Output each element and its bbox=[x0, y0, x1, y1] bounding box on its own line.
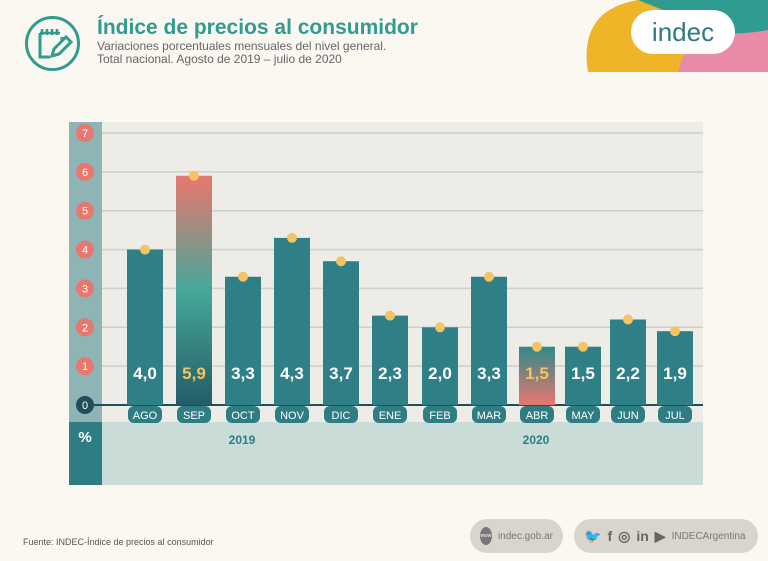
data-point bbox=[336, 256, 346, 267]
y-tick-bubble bbox=[76, 201, 94, 220]
data-label: 2,3 bbox=[378, 364, 402, 383]
y-tick-bubble bbox=[76, 318, 94, 337]
data-point bbox=[670, 326, 680, 337]
subtitle-line-1: Variaciones porcentuales mensuales del n… bbox=[97, 39, 387, 53]
y-tick-label: 4 bbox=[82, 245, 88, 257]
data-point bbox=[578, 341, 588, 352]
x-tick-label: AGO bbox=[133, 410, 158, 422]
data-label: 1,5 bbox=[525, 364, 549, 383]
unit-band bbox=[69, 422, 102, 485]
y-tick-label: 2 bbox=[82, 322, 88, 334]
website-text: indec.gob.ar bbox=[497, 530, 553, 542]
x-tick-tab bbox=[611, 406, 645, 423]
year-label-2019: 2019 bbox=[229, 433, 256, 447]
x-tick-tab bbox=[275, 406, 309, 423]
x-tick-label: NOV bbox=[280, 410, 305, 422]
data-point bbox=[532, 341, 542, 352]
data-point bbox=[287, 232, 297, 243]
year-label-2020: 2020 bbox=[523, 433, 550, 447]
x-tick-label: SEP bbox=[183, 410, 205, 422]
y-tick-bubble bbox=[76, 279, 94, 298]
data-label: 5,9 bbox=[182, 364, 206, 383]
bar-ago bbox=[127, 249, 163, 405]
youtube-icon[interactable]: ▶ bbox=[654, 527, 666, 544]
data-label: 2,0 bbox=[428, 364, 452, 383]
x-tick-label: ENE bbox=[379, 410, 402, 422]
y-tick-label: 7 bbox=[82, 128, 88, 140]
bar-abr bbox=[519, 346, 555, 405]
bar-jun bbox=[610, 319, 646, 405]
x-tick-label: FEB bbox=[429, 410, 450, 422]
x-tick-label: OCT bbox=[231, 410, 255, 422]
data-point bbox=[238, 271, 248, 282]
social-handle: INDECArgentina bbox=[671, 530, 746, 542]
bar-ene bbox=[372, 315, 408, 405]
x-tick-label: ABR bbox=[526, 410, 549, 422]
bar-nov bbox=[274, 237, 310, 405]
y-tick-label: 3 bbox=[82, 283, 88, 295]
x-tick-tab bbox=[177, 406, 211, 423]
subtitle: Variaciones porcentuales mensuales del n… bbox=[97, 40, 386, 66]
indec-logo: indec bbox=[631, 10, 735, 54]
x-tick-tab bbox=[226, 406, 260, 423]
x-tick-label: MAY bbox=[571, 410, 595, 422]
data-label: 4,3 bbox=[280, 364, 304, 383]
data-label: 2,2 bbox=[616, 364, 640, 383]
x-tick-tab bbox=[472, 406, 506, 423]
y-tick-bubble bbox=[76, 357, 94, 376]
y-tick-label: 6 bbox=[82, 167, 88, 179]
y-tick-bubble bbox=[76, 124, 94, 142]
x-tick-tab bbox=[520, 406, 554, 423]
y-tick-bubble bbox=[76, 240, 94, 259]
x-tick-tab bbox=[566, 406, 600, 423]
x-tick-label: DIC bbox=[332, 410, 351, 422]
data-point bbox=[435, 322, 445, 333]
y-tick-bubble bbox=[76, 162, 94, 181]
bar-jul bbox=[657, 331, 693, 405]
y-axis-unit: % bbox=[78, 429, 91, 446]
data-label: 3,3 bbox=[231, 364, 255, 383]
data-label: 1,5 bbox=[571, 364, 595, 383]
y-tick-label: 1 bbox=[82, 361, 88, 373]
x-tick-tab bbox=[423, 406, 457, 423]
notepad-pencil-icon bbox=[25, 16, 80, 71]
y-tick-label: 5 bbox=[82, 206, 88, 218]
subtitle-line-2: Total nacional. Agosto de 2019 – julio d… bbox=[97, 52, 342, 66]
linkedin-icon[interactable]: in bbox=[636, 528, 649, 544]
facebook-icon[interactable]: f bbox=[607, 528, 613, 544]
x-tick-tab bbox=[128, 406, 162, 423]
bar-oct bbox=[225, 276, 261, 405]
x-tick-tab bbox=[658, 406, 692, 423]
x-tick-label: JUL bbox=[665, 410, 685, 422]
bar-dic bbox=[323, 261, 359, 405]
y-tick-bubble bbox=[76, 396, 94, 414]
social-links[interactable]: 🐦 f ◎ in ▶ INDECArgentina bbox=[574, 519, 758, 553]
data-point bbox=[189, 170, 199, 181]
bar-mar bbox=[471, 276, 507, 405]
data-label: 1,9 bbox=[663, 364, 687, 383]
source-note: Fuente: INDEC-Índice de precios al consu… bbox=[23, 537, 214, 547]
data-label: 3,3 bbox=[477, 364, 501, 383]
x-tick-label: MAR bbox=[477, 410, 502, 422]
y-tick-label: 0 bbox=[82, 400, 88, 412]
website-link[interactable]: www indec.gob.ar bbox=[470, 519, 563, 553]
x-axis-band bbox=[102, 422, 703, 485]
x-tick-tab bbox=[373, 406, 407, 423]
bar-feb bbox=[422, 327, 458, 405]
data-label: 4,0 bbox=[133, 364, 157, 383]
globe-icon: www bbox=[480, 527, 492, 545]
data-point bbox=[623, 314, 633, 325]
bar-may bbox=[565, 346, 601, 405]
data-point bbox=[140, 244, 150, 255]
x-tick-label: JUN bbox=[617, 410, 638, 422]
data-point bbox=[385, 310, 395, 321]
data-label: 3,7 bbox=[329, 364, 353, 383]
data-point bbox=[484, 271, 494, 282]
twitter-icon[interactable]: 🐦 bbox=[584, 527, 602, 544]
instagram-icon[interactable]: ◎ bbox=[618, 527, 631, 544]
bar-sep bbox=[176, 175, 212, 405]
page-title: Índice de precios al consumidor bbox=[97, 16, 418, 39]
x-tick-tab bbox=[324, 406, 358, 423]
